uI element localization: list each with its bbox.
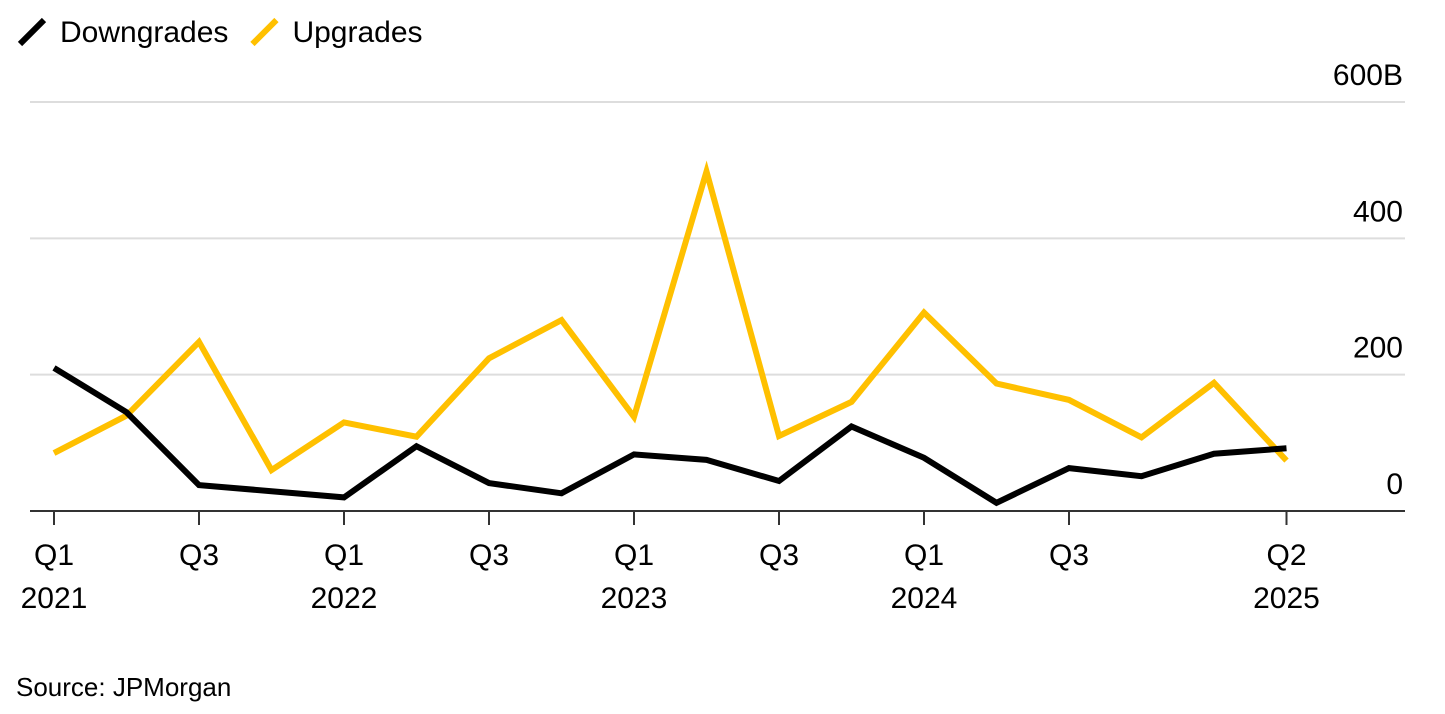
y-tick-label: 200 bbox=[1353, 332, 1403, 365]
series-line-downgrades bbox=[52, 365, 1287, 507]
y-tick-label: 0 bbox=[1386, 468, 1403, 501]
x-tick-label: Q1 bbox=[324, 539, 364, 572]
x-tick-label: Q3 bbox=[179, 539, 219, 572]
legend-label: Downgrades bbox=[60, 16, 228, 49]
series-line-upgrades bbox=[52, 160, 1289, 475]
x-tick-year-label: 2021 bbox=[21, 582, 88, 615]
legend-swatch bbox=[17, 17, 47, 47]
series-lines bbox=[52, 160, 1289, 507]
y-tick-label: 400 bbox=[1353, 195, 1403, 228]
x-tick-label: Q3 bbox=[469, 539, 509, 572]
x-tick-label: Q3 bbox=[759, 539, 799, 572]
y-axis-tick-labels: 0 200 400 600B bbox=[1333, 59, 1403, 501]
legend-item-downgrades: Downgrades bbox=[17, 16, 228, 49]
legend-item-upgrades: Upgrades bbox=[250, 16, 423, 49]
y-tick-label: 600B bbox=[1333, 59, 1403, 92]
x-tick-label: Q1 bbox=[904, 539, 944, 572]
x-tick-year-label: 2025 bbox=[1253, 582, 1320, 615]
x-tick-label: Q1 bbox=[34, 539, 74, 572]
legend-label: Upgrades bbox=[292, 16, 422, 49]
x-tick-label: Q2 bbox=[1266, 539, 1306, 572]
x-tick-label: Q3 bbox=[1049, 539, 1089, 572]
x-tick-year-label: 2024 bbox=[891, 582, 958, 615]
x-tick-year-label: 2022 bbox=[311, 582, 378, 615]
legend-swatch bbox=[250, 17, 279, 47]
x-tick-year-label: 2023 bbox=[601, 582, 668, 615]
x-tick-label: Q1 bbox=[614, 539, 654, 572]
gridlines bbox=[30, 101, 1405, 376]
legend: Downgrades Upgrades bbox=[17, 16, 423, 49]
x-axis: Q1 2021 Q3 Q1 2022 Q3 Q1 2023 Q3 Q1 2024 Q3 Q2 2025 bbox=[21, 510, 1405, 615]
source-note: Source: JPMorgan bbox=[16, 672, 231, 702]
